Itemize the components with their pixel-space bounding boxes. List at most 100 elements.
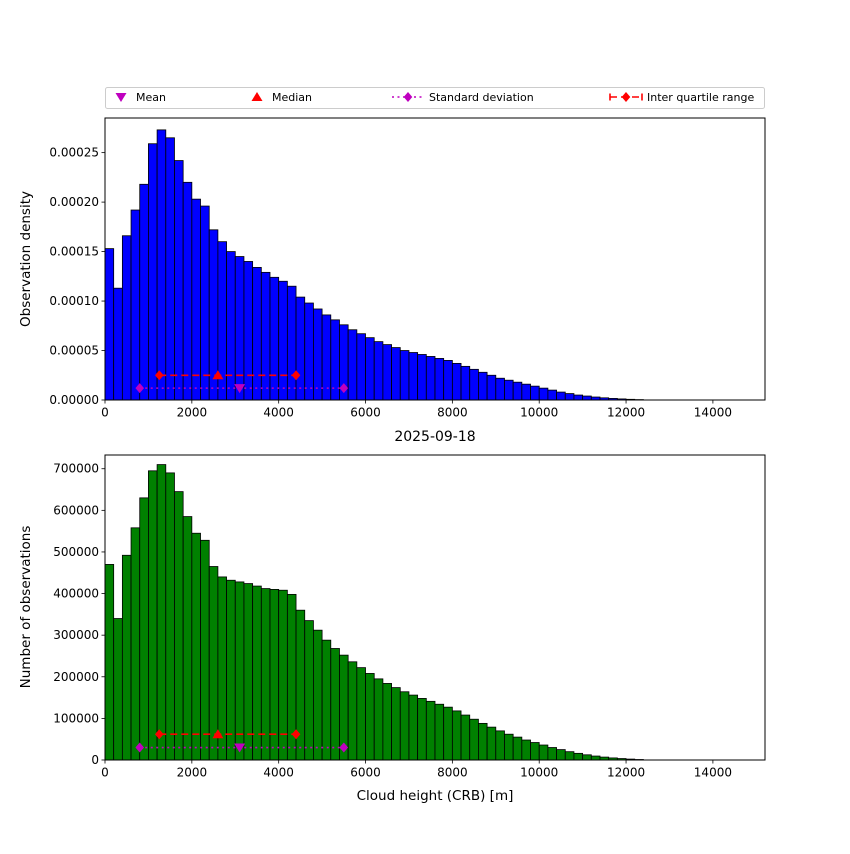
hist-bar <box>496 731 505 760</box>
hist-bar <box>114 619 123 760</box>
hist-bar <box>305 621 314 760</box>
hist-bar <box>287 286 296 400</box>
y-tick-label: 300000 <box>53 628 99 642</box>
x-tick-label: 14000 <box>694 766 732 780</box>
hist-bar <box>583 755 592 760</box>
legend-label-median: Median <box>272 91 312 104</box>
hist-bar <box>183 517 192 760</box>
hist-bar <box>452 363 461 400</box>
hist-bar <box>409 353 418 400</box>
hist-bar <box>366 338 375 400</box>
y-tick-label: 0.00005 <box>49 344 99 358</box>
hist-bar <box>513 737 522 760</box>
hist-bar <box>322 315 331 400</box>
hist-bar <box>574 395 583 400</box>
x-tick-label: 0 <box>101 766 109 780</box>
hist-bar <box>201 540 210 760</box>
y-tick-label: 700000 <box>53 462 99 476</box>
ylabel-counts: Number of observations <box>18 526 34 689</box>
x-tick-label: 2000 <box>177 766 208 780</box>
hist-bar <box>313 309 322 400</box>
hist-bar <box>348 662 357 760</box>
hist-bar <box>565 752 574 760</box>
hist-bar <box>418 698 427 760</box>
x-tick-label: 10000 <box>520 766 558 780</box>
hist-bar <box>253 267 262 400</box>
hist-bar <box>235 582 244 760</box>
hist-bar <box>105 249 114 400</box>
hist-bar <box>157 465 166 760</box>
hist-bar <box>227 252 236 400</box>
x-tick-label: 4000 <box>263 766 294 780</box>
legend-label-std: Standard deviation <box>429 91 534 104</box>
x-tick-label: 12000 <box>607 766 645 780</box>
hist-bar <box>522 384 531 400</box>
hist-bar <box>470 719 479 760</box>
hist-bar <box>548 748 557 760</box>
hist-bar <box>400 692 409 760</box>
hist-bar <box>444 360 453 400</box>
x-tick-label: 14000 <box>694 406 732 420</box>
hist-bar <box>452 711 461 760</box>
hist-bar <box>131 528 140 760</box>
hist-bar <box>279 281 288 400</box>
legend-label-iqr: Inter quartile range <box>647 91 754 104</box>
hist-bar <box>426 356 435 400</box>
hist-bar <box>418 354 427 400</box>
hist-bar <box>435 704 444 760</box>
y-tick-label: 0.00020 <box>49 195 99 209</box>
x-tick-label: 0 <box>101 406 109 420</box>
hist-bar <box>496 378 505 400</box>
y-tick-label: 0.00015 <box>49 245 99 259</box>
xlabel: Cloud height (CRB) [m] <box>357 788 514 804</box>
hist-bar <box>357 334 366 400</box>
hist-bar <box>374 342 383 400</box>
hist-bar <box>192 533 201 760</box>
y-tick-label: 0.00000 <box>49 393 99 407</box>
hist-bar <box>392 348 401 400</box>
x-tick-label: 10000 <box>520 406 558 420</box>
hist-bar <box>201 206 210 400</box>
hist-bar <box>444 707 453 760</box>
x-tick-label: 6000 <box>350 406 381 420</box>
hist-bar <box>157 130 166 400</box>
hist-bar <box>522 740 531 760</box>
y-tick-label: 0.00010 <box>49 294 99 308</box>
hist-bar <box>504 734 513 760</box>
hist-bar <box>504 380 513 400</box>
hist-bar <box>348 330 357 400</box>
hist-bar <box>148 471 157 760</box>
y-tick-label: 100000 <box>53 711 99 725</box>
legend-label-mean: Mean <box>136 91 166 104</box>
hist-bar <box>531 743 540 760</box>
x-tick-label: 6000 <box>350 766 381 780</box>
hist-bar <box>478 372 487 400</box>
y-tick-label: 500000 <box>53 545 99 559</box>
y-tick-label: 0.00025 <box>49 146 99 160</box>
hist-bar <box>322 640 331 760</box>
hist-bar <box>331 648 340 760</box>
hist-bar <box>374 679 383 760</box>
hist-bar <box>539 388 548 400</box>
hist-bar <box>114 288 123 400</box>
hist-bar <box>357 668 366 760</box>
hist-bar <box>487 375 496 400</box>
hist-bar <box>174 492 183 760</box>
hist-bar <box>409 695 418 760</box>
hist-bar <box>513 382 522 400</box>
hist-bar <box>531 386 540 400</box>
hist-bar <box>565 394 574 400</box>
hist-bar <box>470 369 479 400</box>
y-tick-label: 0 <box>91 753 99 767</box>
hist-bar <box>227 580 236 760</box>
date-title: 2025-09-18 <box>394 429 475 445</box>
hist-bar <box>166 138 175 400</box>
hist-bar <box>313 630 322 760</box>
x-tick-label: 8000 <box>437 406 468 420</box>
hist-bar <box>122 236 131 400</box>
hist-bar <box>435 358 444 400</box>
hist-bar <box>539 745 548 760</box>
hist-bar <box>426 701 435 760</box>
hist-bar <box>305 303 314 400</box>
